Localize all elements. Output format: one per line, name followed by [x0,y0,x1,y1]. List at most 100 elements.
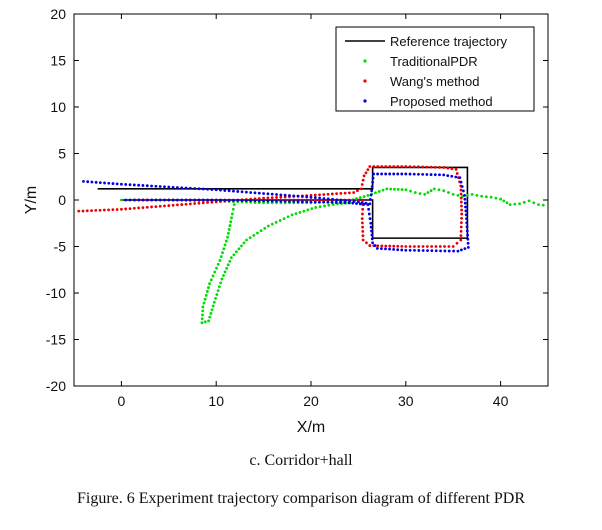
proposed-method-point [188,198,192,202]
traditionalpdr-point [202,301,206,305]
proposed-method-point [154,184,158,188]
proposed-method-point [206,198,209,202]
wang-s-method-point [193,202,197,205]
traditionalpdr-point [362,195,366,198]
wang-s-method-point [158,204,162,208]
proposed-method-point [439,249,442,253]
proposed-method-point [412,172,416,176]
proposed-method-point [458,176,462,180]
traditionalpdr-point [205,290,209,293]
proposed-method-point [171,185,175,189]
proposed-method-point [446,174,450,177]
proposed-method-point [145,184,149,188]
wang-s-method-point [425,165,429,169]
proposed-method-point [120,182,123,186]
traditionalpdr-point [231,207,235,211]
proposed-method-point [266,192,270,196]
traditionalpdr-point [211,304,215,308]
wang-s-method-point [335,192,338,196]
proposed-method-point [366,203,370,207]
wang-s-method-point [352,191,356,194]
traditionalpdr-point [537,203,540,207]
proposed-method-point [94,180,98,184]
wang-s-method-point [380,244,384,248]
proposed-method-point [253,191,257,195]
traditionalpdr-point [212,300,216,304]
traditionalpdr-point [203,297,207,301]
proposed-method-point [413,248,416,252]
legend-label: Wang's method [390,74,479,89]
wang-s-method-point [400,244,404,248]
traditionalpdr-point [208,315,212,319]
wang-s-method-point [361,178,365,182]
proposed-method-point [370,237,374,241]
proposed-method-point [370,233,374,237]
wang-s-method-point [408,165,412,169]
proposed-method-point [372,172,375,176]
proposed-method-point [447,249,451,253]
traditionalpdr-point [508,203,512,207]
proposed-method-point [376,172,379,176]
proposed-method-point [367,212,371,216]
y-tick-label: -15 [46,332,66,348]
proposed-method-point [176,186,179,189]
proposed-method-point [240,190,244,194]
traditionalpdr-point [220,277,224,281]
traditionalpdr-point [210,308,214,312]
wang-s-method-point [120,207,123,211]
traditionalpdr-point [226,235,229,239]
proposed-method-point [438,173,441,177]
traditionalpdr-point [494,196,498,200]
x-tick-label: 0 [118,393,126,409]
wang-s-method-point [163,204,166,208]
subcaption: c. Corridor+hall [249,452,353,469]
proposed-method-point [459,180,463,184]
traditionalpdr-point [294,212,298,216]
traditionalpdr-point [207,319,211,323]
wang-s-method-point [167,204,171,207]
traditionalpdr-point [222,274,225,277]
wang-s-method-point [455,172,459,175]
traditionalpdr-point [404,188,408,192]
proposed-method-point [430,249,434,253]
legend-label: Reference trajectory [390,34,508,49]
wang-s-method-point [417,245,421,248]
traditionalpdr-point [302,209,306,213]
proposed-method-point [188,186,192,190]
wang-s-method-point [459,229,463,233]
traditionalpdr-point [229,220,233,224]
wang-s-method-point [150,205,153,209]
traditionalpdr-point [252,233,256,237]
traditionalpdr-point [447,191,450,194]
traditionalpdr-point [216,262,220,266]
wang-s-method-point [356,189,359,193]
proposed-method-point [339,198,343,202]
wang-s-method-point [366,168,370,172]
wang-s-method-point [376,244,380,248]
wang-s-method-point [421,245,425,248]
proposed-method-point [380,172,384,176]
proposed-method-point [115,182,119,186]
proposed-method-point [167,185,171,189]
proposed-method-point [283,199,287,203]
wang-s-method-point [396,165,400,168]
legend-swatch [363,59,367,63]
wang-s-method-point [361,230,365,233]
proposed-method-point [351,201,355,205]
wang-s-method-point [413,245,416,248]
traditionalpdr-point [385,187,389,191]
proposed-method-point [417,249,421,252]
wang-s-method-point [388,165,392,168]
traditionalpdr-point [466,193,469,197]
traditionalpdr-point [201,309,205,313]
proposed-method-point [369,197,372,201]
wang-s-method-point [361,234,365,238]
proposed-method-point [270,199,274,203]
wang-s-method-point [361,238,365,242]
wang-s-method-point [188,202,192,206]
traditionalpdr-point [518,202,521,206]
wang-s-method-point [184,202,188,206]
proposed-method-point [82,180,85,183]
proposed-method-point [466,246,470,249]
wang-s-method-point [368,244,372,247]
